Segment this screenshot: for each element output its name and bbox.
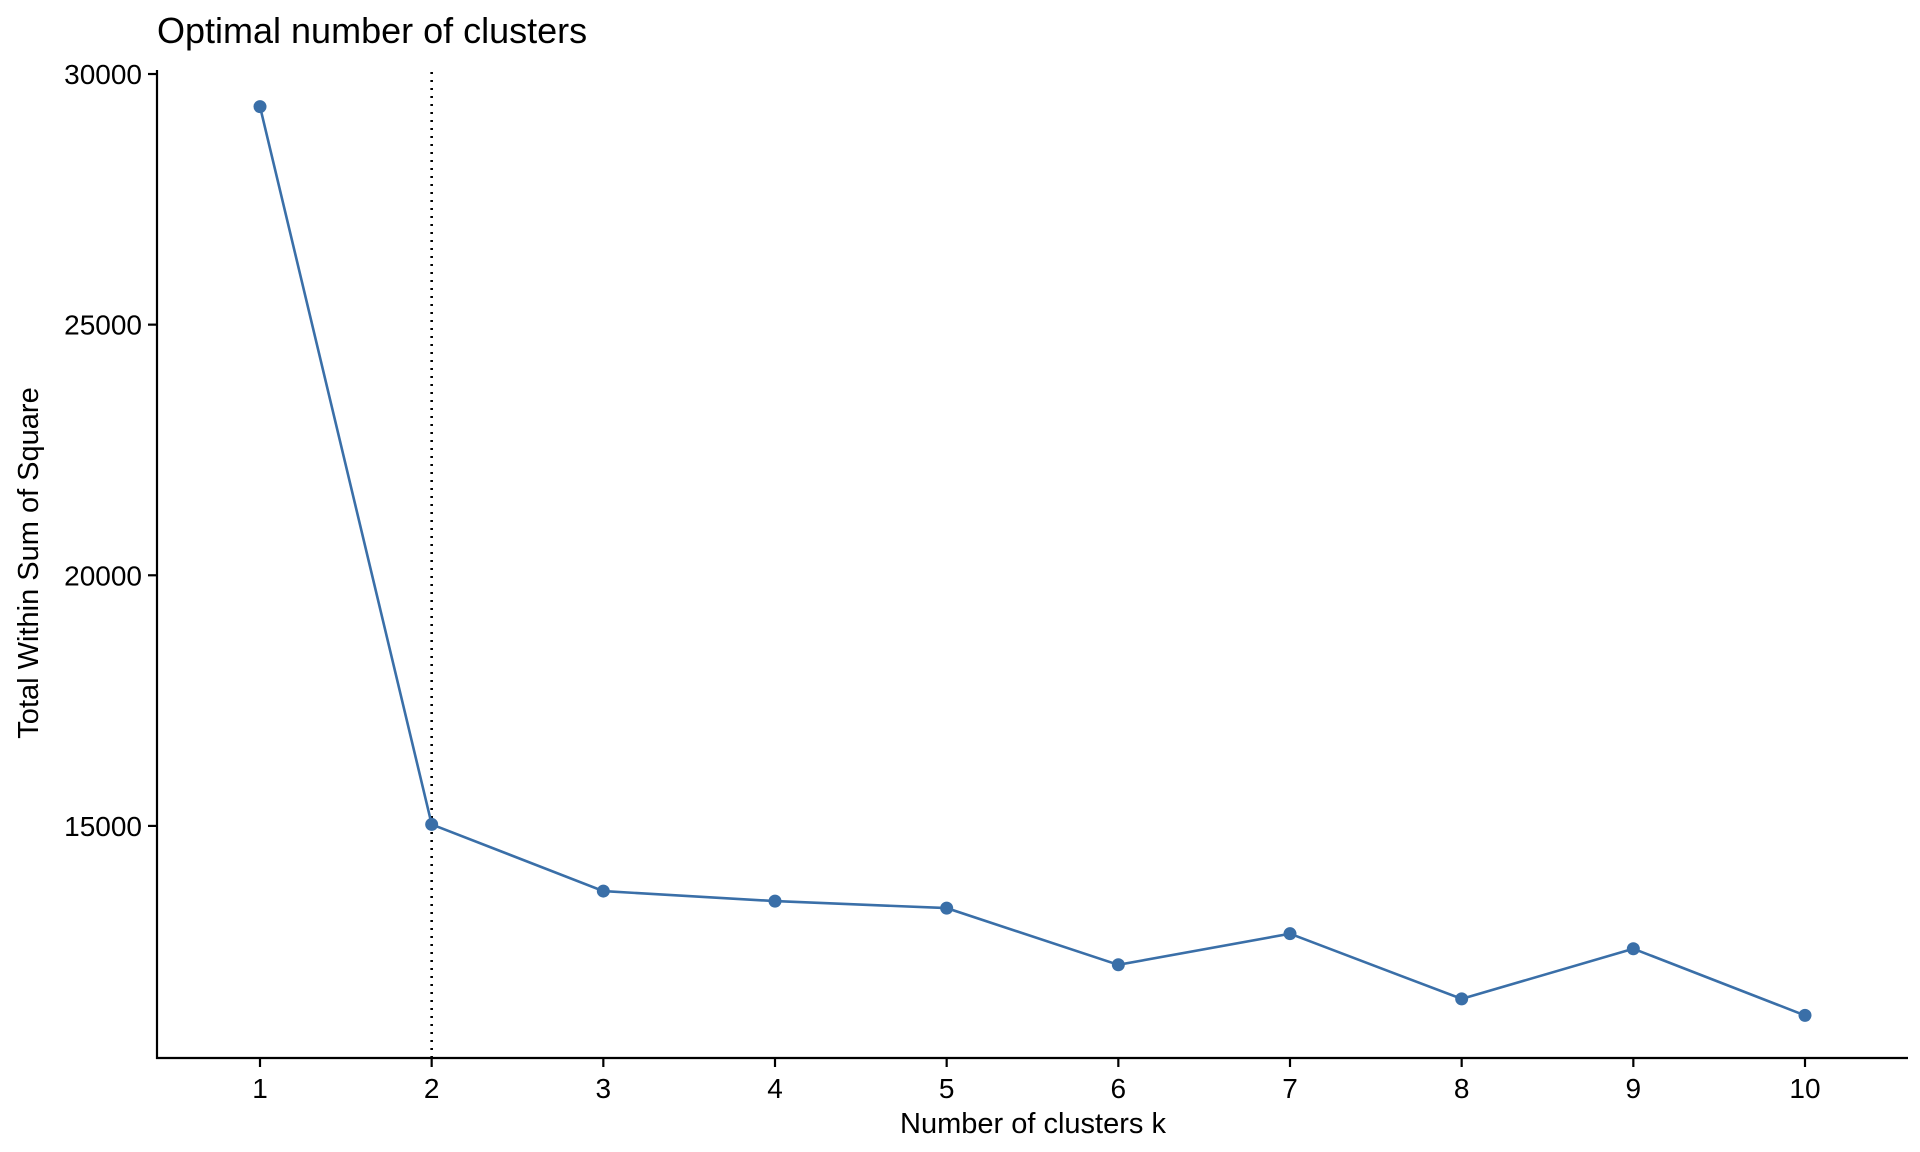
data-point-k9 [1626,942,1640,956]
data-point-k7 [1283,927,1297,941]
data-point-k3 [596,884,610,898]
y-tick-label: 30000 [64,59,142,90]
x-tick-label: 7 [1282,1073,1298,1104]
chart-title: Optimal number of clusters [157,10,587,51]
x-tick-label: 1 [252,1073,268,1104]
data-point-k4 [768,894,782,908]
x-axis-ticks: 1 2 3 4 5 6 7 8 9 10 [252,1058,1821,1104]
x-tick-label: 4 [767,1073,783,1104]
data-point-k6 [1111,958,1125,972]
data-point-k1 [253,100,267,114]
y-tick-label: 15000 [64,811,142,842]
y-axis-ticks: 15000 20000 25000 30000 [64,59,157,842]
x-tick-label: 8 [1454,1073,1470,1104]
data-point-k10 [1798,1008,1812,1022]
series-line [258,106,1806,1017]
y-tick-label: 20000 [64,560,142,591]
data-point-k2 [425,817,439,831]
data-point-k5 [940,901,954,915]
data-point-k8 [1455,992,1469,1006]
x-tick-label: 2 [424,1073,440,1104]
x-tick-label: 9 [1626,1073,1642,1104]
x-tick-label: 6 [1111,1073,1127,1104]
x-tick-label: 10 [1789,1073,1820,1104]
y-axis-label: Total Within Sum of Square [13,387,45,738]
y-tick-label: 25000 [64,310,142,341]
x-tick-label: 3 [596,1073,612,1104]
x-axis-label: Number of clusters k [900,1108,1166,1140]
wss-series [253,100,1812,1022]
axes [155,70,1908,1060]
x-tick-label: 5 [939,1073,955,1104]
